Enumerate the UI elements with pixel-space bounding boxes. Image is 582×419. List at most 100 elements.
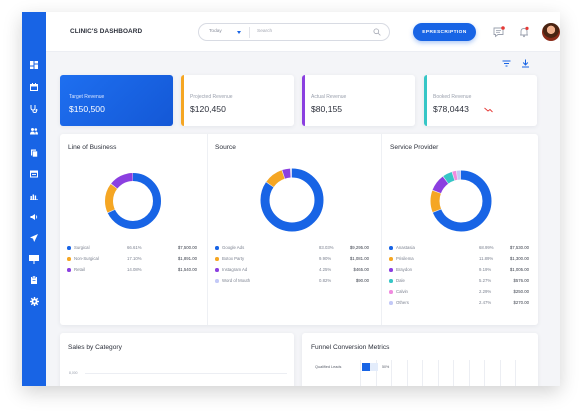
funnel-gridline	[437, 360, 439, 386]
legend-row[interactable]: Dale 5.27% $576.00	[389, 277, 531, 285]
reports-icon[interactable]	[28, 190, 40, 202]
legend-row[interactable]: Botox Party 9.90% $1,081.00	[215, 255, 371, 263]
download-icon[interactable]	[521, 59, 530, 68]
kpi-accent-bar	[302, 75, 305, 126]
legend-amount: $250.00	[513, 289, 529, 294]
legend-row[interactable]: Google Ads 83.03% $9,295.00	[215, 244, 371, 252]
billing-icon[interactable]	[28, 168, 40, 180]
top-bar: CLINIC'S DASHBOARD Today Search EPRESCRI…	[46, 12, 560, 52]
legend-percent: 2.47%	[479, 300, 492, 305]
settings-icon[interactable]	[28, 295, 40, 307]
y-tick-label: 8,000	[69, 371, 78, 375]
marketing-icon[interactable]	[28, 211, 40, 223]
legend-name: Dale	[396, 278, 405, 283]
legend-swatch	[389, 301, 393, 305]
source-donut[interactable]	[258, 166, 326, 234]
legend-amount: $1,891.00	[177, 256, 197, 261]
funnel-gridline	[391, 360, 392, 386]
eprescription-button[interactable]: EPRESCRIPTION	[413, 23, 476, 41]
legend-amount: $465.00	[353, 267, 369, 272]
funnel-gridline	[468, 360, 470, 386]
legend-name: Anastasia	[396, 245, 415, 250]
trend-down-icon	[484, 107, 493, 113]
kpi-accent-bar	[424, 75, 427, 126]
bell-icon[interactable]	[517, 25, 531, 39]
legend-name: Surgical	[74, 245, 90, 250]
funnel-row-label: Qualified Leads	[315, 365, 342, 369]
chevron-down-icon[interactable]	[237, 31, 241, 34]
legend-row[interactable]: Others 2.47% $270.00	[389, 299, 531, 307]
kpi-value: $78,0443	[433, 104, 469, 114]
dashboard-icon[interactable]	[28, 59, 40, 71]
filter-icon[interactable]	[502, 59, 511, 68]
search-bar[interactable]: Today Search	[198, 23, 390, 41]
legend-row[interactable]: Anastasia 68.99% $7,530.00	[389, 244, 531, 252]
legend-name: Calvin	[396, 289, 408, 294]
legend-percent: 11.89%	[479, 256, 494, 261]
legend-row[interactable]: Calvin 2.29% $250.00	[389, 288, 531, 296]
legend-name: Braydon	[396, 267, 413, 272]
legend-swatch	[389, 290, 393, 294]
service-provider-legend: Anastasia 68.99% $7,530.00 Prisilema 11.89% $…	[389, 244, 531, 307]
kpi-card-target-revenue[interactable]: Target Revenue $150,500	[60, 75, 173, 126]
line-of-business-donut[interactable]	[101, 169, 165, 233]
legend-row[interactable]: Prisilema 11.89% $1,300.00	[389, 255, 531, 263]
avatar[interactable]	[542, 23, 560, 41]
clipboard-icon[interactable]	[28, 274, 40, 286]
legend-swatch	[67, 246, 71, 250]
funnel-gridline	[422, 360, 423, 386]
legend-name: Others	[396, 300, 409, 305]
legend-swatch	[215, 246, 219, 250]
legend-row[interactable]: Word of Mouth 0.82% $90.00	[215, 277, 371, 285]
donut-slice-prisilema[interactable]	[430, 170, 492, 232]
calendar-icon[interactable]	[28, 81, 40, 93]
legend-percent: 5.27%	[479, 278, 492, 283]
legend-row[interactable]: Non-Surgical 17.10% $1,891.00	[67, 255, 199, 263]
legend-swatch	[389, 268, 393, 272]
gridline	[85, 373, 287, 374]
records-icon[interactable]	[28, 147, 40, 159]
search-icon[interactable]	[373, 28, 381, 36]
donut-slice-others[interactable]	[430, 170, 492, 232]
funnel-bar[interactable]	[362, 363, 370, 371]
kpi-card-projected-revenue[interactable]: Projected Revenue $120,450	[181, 75, 294, 126]
presentation-icon[interactable]	[28, 253, 40, 265]
kpi-card-actual-revenue[interactable]: Actual Revenue $80,155	[302, 75, 415, 126]
funnel-title: Funnel Conversion Metrics	[311, 344, 390, 351]
legend-row[interactable]: Retail 14.08% $1,540.00	[67, 266, 199, 274]
funnel-gridline	[499, 360, 501, 386]
legend-row[interactable]: Braydon 9.19% $1,005.00	[389, 266, 531, 274]
legend-row[interactable]: Instagram Ad 4.25% $465.00	[215, 266, 371, 274]
search-input[interactable]: Search	[257, 29, 273, 34]
service-provider-donut[interactable]	[427, 167, 495, 235]
dashboard-window: CLINIC'S DASHBOARD Today Search EPRESCRI…	[22, 12, 560, 386]
kpi-value: $150,500	[69, 104, 105, 114]
line-of-business-title: Line of Business	[68, 144, 117, 151]
funnel-row-value: 50%	[382, 365, 390, 369]
source-title: Source	[215, 144, 236, 151]
donut-slice-word-of-mouth[interactable]	[260, 168, 324, 232]
sales-by-category-panel: Sales by Category 8,000 7000	[60, 333, 294, 386]
kpi-card-booked-revenue[interactable]: Booked Revenue $78,0443	[424, 75, 537, 126]
legend-percent: 4.25%	[319, 267, 332, 272]
send-icon[interactable]	[28, 232, 40, 244]
legend-row[interactable]: Surgical 66.61% $7,500.00	[67, 244, 199, 252]
donut-slice-retail[interactable]	[105, 173, 161, 229]
stethoscope-icon[interactable]	[28, 103, 40, 115]
search-divider	[249, 27, 250, 38]
legend-swatch	[389, 257, 393, 261]
legend-percent: 2.29%	[479, 289, 492, 294]
patients-icon[interactable]	[28, 125, 40, 137]
panel-divider	[207, 134, 208, 325]
funnel-track	[362, 363, 378, 371]
legend-name: Prisilema	[396, 256, 414, 261]
legend-name: Instagram Ad	[222, 267, 248, 272]
legend-amount: $7,500.00	[177, 245, 197, 250]
chat-icon[interactable]	[492, 25, 506, 39]
donut-slice-non-surgical[interactable]	[105, 173, 161, 229]
legend-name: Google Ads	[222, 245, 245, 250]
search-filter-select[interactable]: Today	[209, 29, 222, 34]
kpi-accent-bar	[181, 75, 184, 126]
kpi-value: $120,450	[190, 104, 226, 114]
page-title: CLINIC'S DASHBOARD	[70, 28, 143, 35]
